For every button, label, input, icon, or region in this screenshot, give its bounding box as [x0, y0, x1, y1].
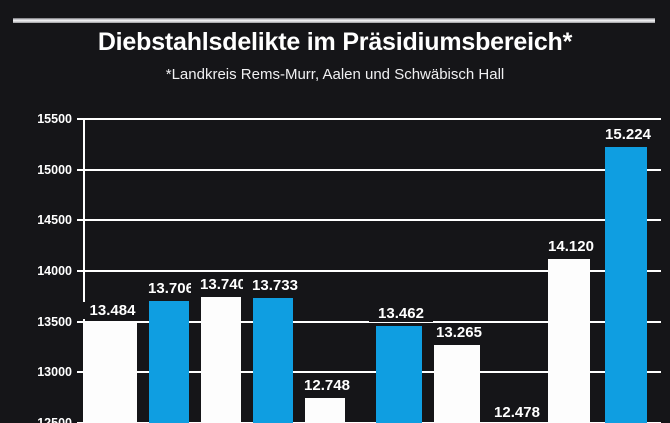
y-axis-tick-label: 14500: [37, 213, 72, 228]
page-subtitle: *Landkreis Rems-Murr, Aalen und Schwäbis…: [165, 66, 505, 83]
bar-7: [434, 345, 480, 423]
gridline-14500: [83, 219, 661, 222]
bar-5: [305, 397, 345, 423]
bar-4: [253, 298, 293, 423]
gridline-15500: [83, 118, 661, 120]
bar-2: [149, 300, 189, 423]
gridline-13500: [83, 320, 661, 323]
y-axis-line: [83, 118, 85, 423]
bar-6: [376, 325, 422, 423]
y-tick-15000: [77, 168, 85, 171]
bar-value-label-9: 14.120: [539, 237, 603, 255]
y-axis-tick-label: 14000: [37, 264, 72, 278]
y-tick-13500: [77, 320, 85, 323]
bar-3: [201, 297, 241, 423]
bar-value-label-3: 13.740: [191, 276, 255, 294]
y-axis-tick-label: 13500: [37, 314, 72, 329]
bar-value-label-5: 12.748: [295, 376, 359, 394]
bar-value-label-4: 13.733: [243, 277, 307, 295]
y-tick-13000: [77, 371, 85, 374]
bar-value-label-1: 13.484: [80, 302, 145, 320]
bar-value-label-2: 13.706: [139, 279, 203, 297]
page-title: Diebstahlsdelikte im Präsidiumsbereich*: [97, 28, 573, 56]
bar-value-label-7: 13.265: [427, 324, 491, 342]
bar-1: [84, 323, 137, 423]
bar-value-label-8: 12.478: [485, 404, 549, 422]
y-tick-15500: [77, 118, 85, 120]
bar-value-label-10: 15.224: [596, 125, 660, 143]
gridline-14000: [83, 270, 661, 272]
bar-10: [605, 146, 647, 423]
y-axis-tick-label: 15000: [37, 162, 72, 177]
bar-value-label-6: 13.462: [369, 304, 433, 322]
y-tick-14000: [77, 270, 85, 272]
gridline-13000: [83, 371, 661, 374]
gridline-15000: [83, 168, 661, 171]
y-axis-tick-label: 12500: [37, 416, 72, 423]
y-axis-tick-label: 13000: [37, 365, 72, 380]
y-tick-14500: [77, 219, 85, 222]
bar-9: [548, 258, 590, 423]
header-divider: [13, 18, 655, 23]
y-axis-tick-label: 15500: [37, 112, 72, 126]
